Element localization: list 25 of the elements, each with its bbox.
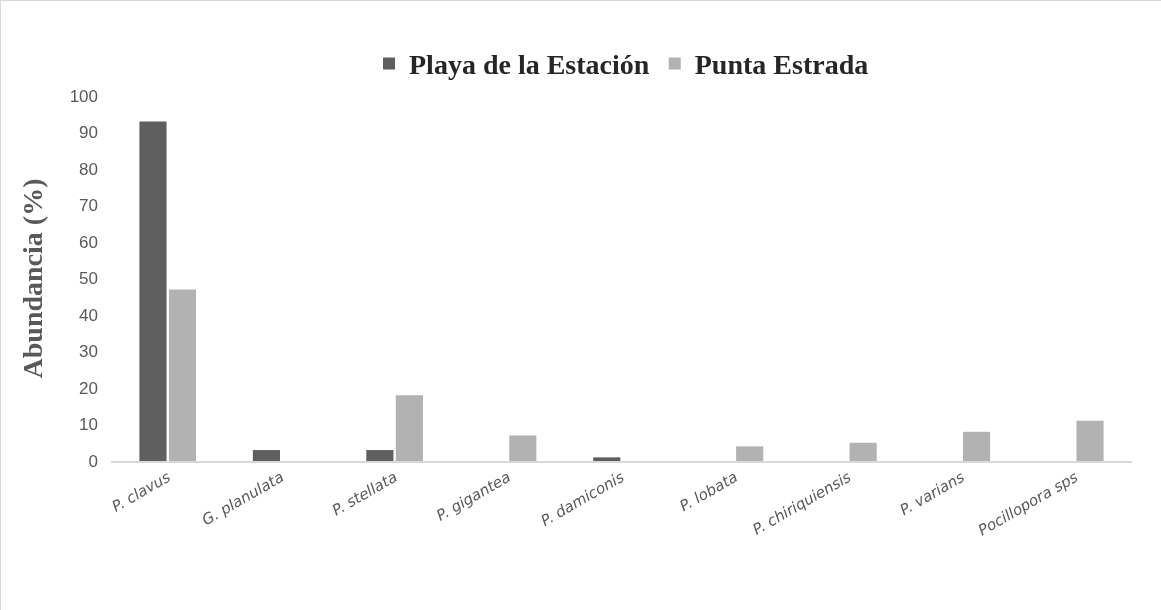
y-tick-label: 10 — [79, 415, 98, 435]
bar — [849, 442, 877, 461]
bar — [509, 435, 537, 461]
bar — [252, 450, 280, 461]
bar — [963, 431, 991, 461]
bar — [395, 395, 423, 461]
y-tick-label: 20 — [79, 378, 98, 398]
bar — [736, 446, 764, 461]
y-tick-label: 30 — [79, 342, 98, 362]
y-tick-label: 100 — [69, 86, 98, 106]
y-tick-label: 60 — [79, 232, 98, 252]
bar — [139, 121, 167, 461]
bar — [1076, 420, 1104, 461]
y-tick-label: 80 — [79, 159, 98, 179]
y-tick-label: 70 — [79, 196, 98, 216]
bar — [593, 457, 621, 461]
y-tick-label: 50 — [79, 269, 98, 289]
y-tick-label: 90 — [79, 123, 98, 143]
y-tick-label: 0 — [88, 451, 98, 471]
bar — [168, 289, 197, 461]
legend-label: Playa de la Estación — [409, 49, 650, 81]
legend-label: Punta Estrada — [694, 49, 869, 81]
y-tick-label: 40 — [79, 305, 98, 325]
bar — [366, 450, 394, 461]
y-axis-title: Abundancia (%) — [17, 178, 49, 379]
